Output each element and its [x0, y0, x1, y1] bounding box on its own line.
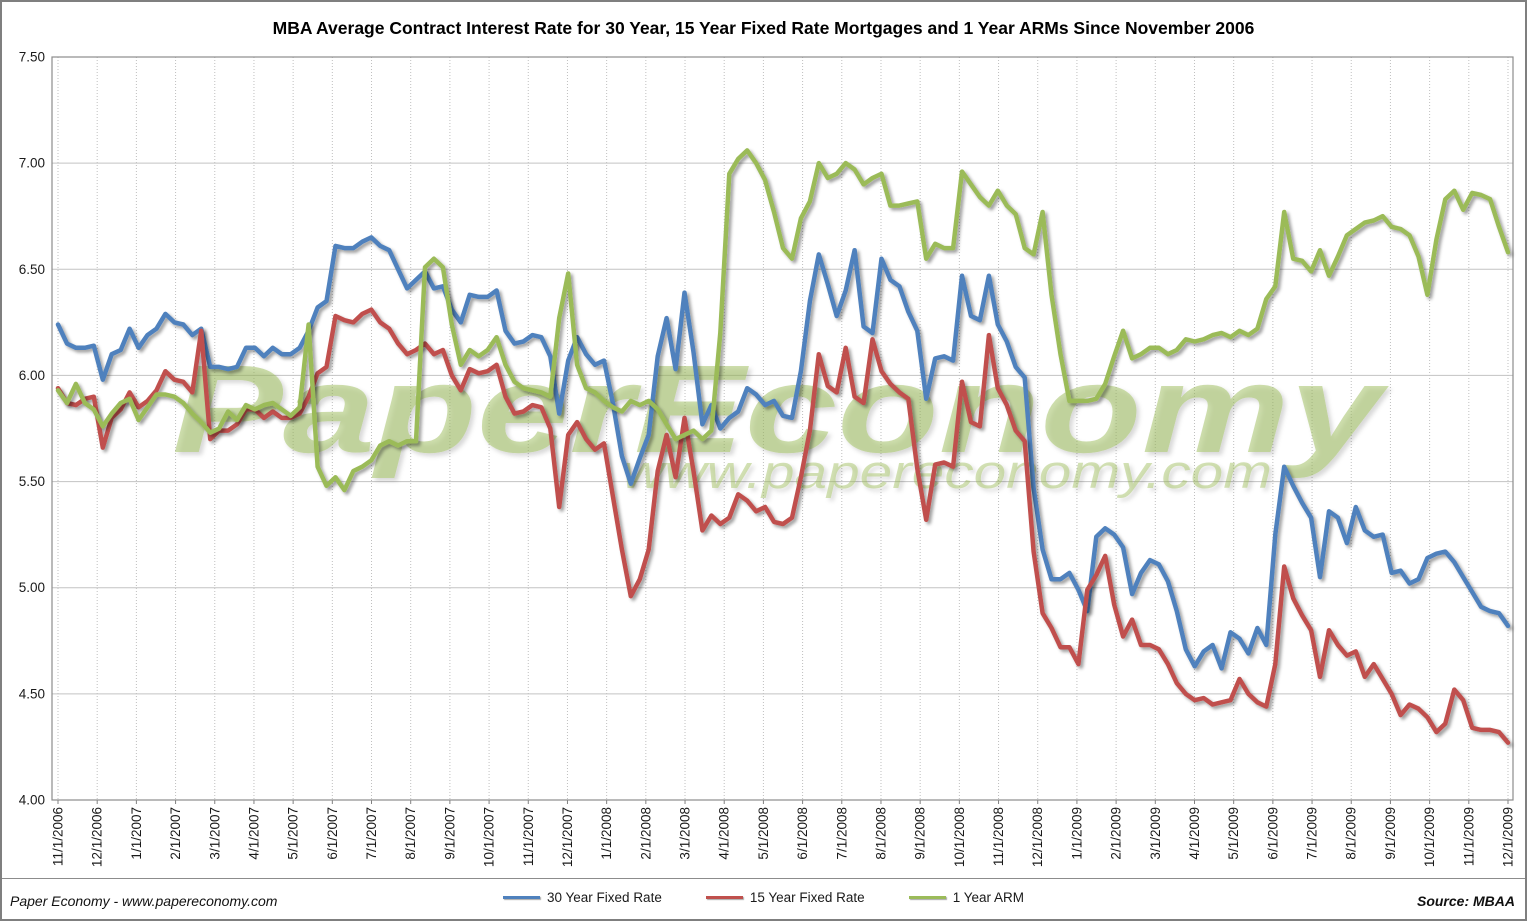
legend-item-30-year-fixed: 30 Year Fixed Rate	[503, 890, 662, 905]
x-axis-label: 5/1/2007	[286, 807, 301, 860]
x-axis-label: 10/1/2008	[952, 807, 967, 867]
footer-credit: Paper Economy - www.papereconomy.com	[10, 893, 278, 909]
x-axis-label: 11/1/2007	[521, 807, 536, 866]
x-axis-label: 4/1/2009	[1187, 807, 1202, 860]
x-axis-label: 9/1/2008	[913, 807, 928, 860]
legend-swatch-1-year-arm-icon	[908, 896, 946, 899]
y-axis-label: 7.50	[19, 50, 45, 65]
legend-label-1-year-arm: 1 Year ARM	[952, 890, 1024, 905]
data-series-lines	[55, 148, 1511, 745]
y-axis-label: 4.50	[19, 686, 45, 701]
legend-swatch-15-year-icon	[705, 896, 743, 899]
x-axis-label: 8/1/2008	[873, 807, 888, 860]
y-axis-label: 4.00	[19, 793, 45, 808]
x-axis-label: 1/1/2009	[1069, 807, 1084, 860]
x-axis-label: 9/1/2007	[442, 807, 457, 860]
y-axis-label: 7.00	[19, 156, 45, 171]
x-axis-label: 4/1/2008	[717, 807, 732, 860]
x-axis-label: 4/1/2007	[246, 807, 261, 860]
x-axis-label: 8/1/2007	[403, 807, 418, 860]
x-axis-label: 10/1/2007	[482, 807, 497, 867]
y-axis-label: 6.50	[19, 262, 45, 277]
x-axis-label: 10/1/2009	[1422, 807, 1437, 867]
legend-label-30-year: 30 Year Fixed Rate	[547, 890, 662, 905]
x-axis-label: 12/1/2006	[90, 807, 105, 867]
x-axis-label: 5/1/2009	[1226, 807, 1241, 860]
chart-title: MBA Average Contract Interest Rate for 3…	[272, 18, 1255, 38]
x-axis-label: 2/1/2008	[638, 807, 653, 860]
x-axis-label: 12/1/2008	[1030, 807, 1045, 867]
x-axis-label: 12/1/2007	[560, 807, 575, 867]
series-line-30-year-fixed-rate	[55, 235, 1511, 671]
x-axis-label: 7/1/2009	[1305, 807, 1320, 860]
x-axis-label: 12/1/2009	[1501, 807, 1516, 867]
x-axis-label: 1/1/2008	[599, 807, 614, 860]
legend: 30 Year Fixed Rate 15 Year Fixed Rate 1 …	[0, 890, 1527, 905]
x-axis-label: 2/1/2009	[1109, 807, 1124, 860]
legend-item-1-year-arm: 1 Year ARM	[908, 890, 1024, 905]
x-axis-label: 6/1/2009	[1265, 807, 1280, 860]
x-axis-label: 3/1/2008	[678, 807, 693, 860]
x-axis-label: 6/1/2008	[795, 807, 810, 860]
y-axis-label: 5.50	[19, 474, 45, 489]
x-axis-label: 1/1/2007	[129, 807, 144, 860]
gridlines	[51, 56, 1514, 804]
x-axis-label: 7/1/2007	[364, 807, 379, 860]
plot-border	[51, 56, 1514, 801]
footer-divider	[2, 878, 1525, 879]
x-axis-label: 9/1/2009	[1383, 807, 1398, 860]
legend-item-15-year-fixed: 15 Year Fixed Rate	[705, 890, 865, 905]
x-axis-label: 6/1/2007	[325, 807, 340, 860]
y-axis-label: 5.00	[19, 580, 45, 595]
x-axis-label: 11/1/2008	[991, 807, 1006, 866]
legend-label-15-year: 15 Year Fixed Rate	[749, 890, 865, 905]
x-axis-label: 11/1/2009	[1461, 807, 1476, 866]
x-axis-label: 11/1/2006	[51, 807, 66, 866]
axis-labels: 7.50 7.00 6.50 6.00 5.50 5.00 4.50 4.00 11/1/200…	[19, 50, 1516, 868]
x-axis-label: 5/1/2008	[756, 807, 771, 860]
x-axis-label: 3/1/2007	[207, 807, 222, 860]
footer-source: Source: MBAA	[1416, 893, 1515, 909]
y-axis-label: 6.00	[19, 368, 45, 383]
x-axis-label: 7/1/2008	[834, 807, 849, 860]
x-axis-label: 3/1/2009	[1148, 807, 1163, 860]
x-axis-label: 8/1/2009	[1344, 807, 1359, 860]
series-line-15-year-fixed-rate	[55, 307, 1511, 745]
legend-swatch-30-year-icon	[503, 896, 540, 899]
x-axis-label: 2/1/2007	[168, 807, 183, 860]
series-line-1-year-arm	[55, 148, 1511, 493]
watermark-url-text: www.papereconomy.com	[622, 445, 1272, 498]
